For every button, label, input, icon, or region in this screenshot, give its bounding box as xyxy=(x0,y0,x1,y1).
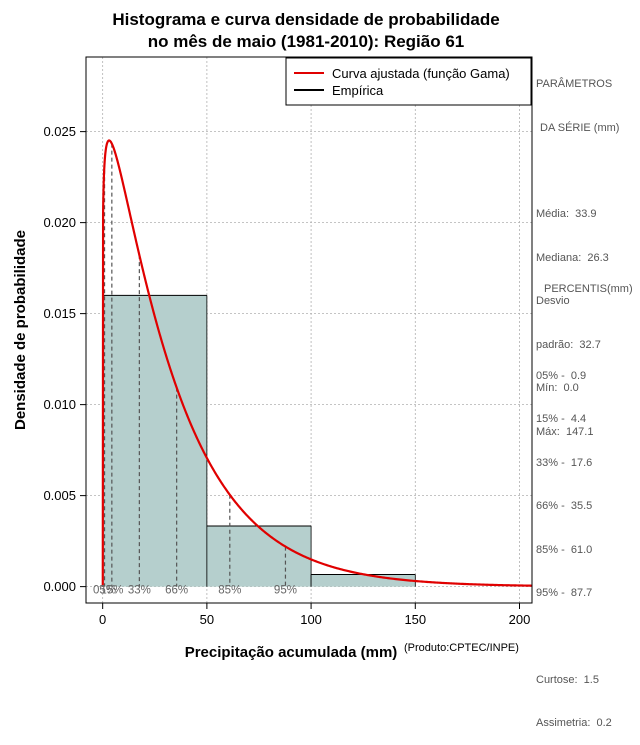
stat-stddev-label: Desvio xyxy=(536,295,570,307)
percentile-05: 05% - 0.9 xyxy=(536,369,587,382)
gamma-curve xyxy=(101,139,533,587)
y-tick-label: 0.005 xyxy=(43,488,76,503)
histogram-bars xyxy=(102,294,416,587)
percentile-33: 33% - 17.6 xyxy=(536,456,593,469)
y-tick-label: 0.000 xyxy=(43,579,76,594)
histogram-chart: Histograma e curva densidade de probabil… xyxy=(12,10,533,660)
stat-min: Mín: 0.0 xyxy=(536,382,579,394)
histogram-bar xyxy=(102,295,207,587)
stat-max: Máx: 147.1 xyxy=(536,425,594,438)
y-axis-label: Densidade de probabilidade xyxy=(12,230,29,430)
histogram-bar xyxy=(206,526,312,587)
percentile-label: 95% xyxy=(274,585,297,597)
parameters-subheader: DA SÉRIE (mm) xyxy=(540,121,620,134)
x-tick-label: 0 xyxy=(99,612,106,627)
legend-empirical-label: Empírica xyxy=(332,83,384,98)
stat-mean: Média: 33.9 xyxy=(536,208,597,220)
chart-title-line1: Histograma e curva densidade de probabil… xyxy=(112,10,499,29)
y-tick-label: 0.010 xyxy=(43,397,76,412)
product-credit: (Produto:CPTEC/INPE) xyxy=(404,642,519,654)
legend: Curva ajustada (função Gama) Empírica xyxy=(285,57,532,106)
x-tick-label: 100 xyxy=(300,612,322,627)
chart-title-line2: no mês de maio (1981-2010): Região 61 xyxy=(148,32,465,51)
percentile-15: 15% - 4.4 xyxy=(536,413,587,425)
legend-box xyxy=(285,57,532,106)
percentile-label: 85% xyxy=(218,585,241,597)
stat-kurtosis: Curtose: 1.5 xyxy=(536,673,599,686)
percentile-85: 85% - 61.0 xyxy=(536,543,593,556)
percentiles-panel: PERCENTIS(mm) 05% - 0.9 15% - 4.4 33% - … xyxy=(536,253,633,745)
y-tick-label: 0.015 xyxy=(43,306,76,321)
percentile-label: 05% xyxy=(93,585,116,597)
percentile-labels: 05%15% 33% 66% 85% 95% xyxy=(93,585,297,597)
gamma-curve-layer xyxy=(101,139,533,587)
percentile-label: 15% xyxy=(100,585,123,597)
plot-frame xyxy=(85,56,533,604)
x-tick-label: 50 xyxy=(200,612,214,627)
percentile-lines xyxy=(103,143,287,587)
x-axis-ticks: 0 50 100 150 200 xyxy=(99,603,530,627)
stat-skewness: Assimetria: 0.2 xyxy=(536,717,612,729)
parameters-header: PARÂMETROS xyxy=(536,78,613,90)
y-tick-label: 0.020 xyxy=(43,215,76,230)
x-tick-label: 200 xyxy=(509,612,531,627)
y-tick-label: 0.025 xyxy=(43,124,76,139)
series-parameters-panel: PARÂMETROS DA SÉRIE (mm) Média: 33.9 Med… xyxy=(536,48,619,454)
percentile-95: 95% - 87.7 xyxy=(536,587,593,599)
legend-fitted-label: Curva ajustada (função Gama) xyxy=(332,66,510,81)
x-axis-label: Precipitação acumulada (mm) xyxy=(185,644,398,660)
percentiles-header: PERCENTIS(mm) xyxy=(544,283,633,295)
percentile-66: 66% - 35.5 xyxy=(536,500,593,512)
stat-stddev-value: padrão: 32.7 xyxy=(536,338,601,351)
percentile-label: 66% xyxy=(165,585,188,597)
stat-median: Mediana: 26.3 xyxy=(536,251,609,264)
percentile-label: 33% xyxy=(128,585,151,597)
x-tick-label: 150 xyxy=(404,612,426,627)
y-axis-ticks: 0.000 0.005 0.010 0.015 0.020 0.025 xyxy=(43,124,86,594)
